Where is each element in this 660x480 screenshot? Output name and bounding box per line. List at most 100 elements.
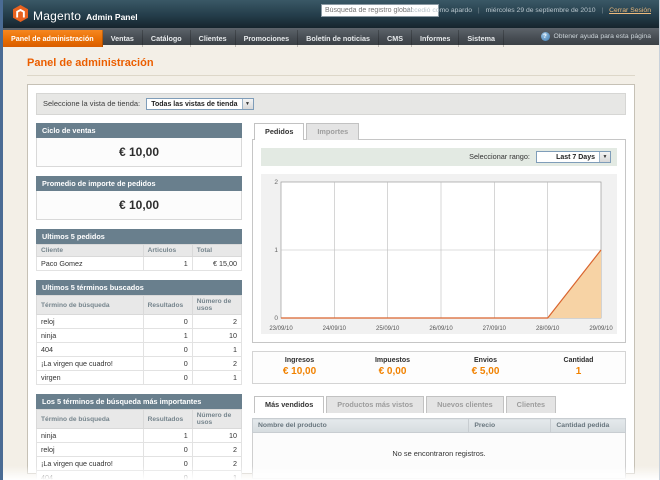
nav-item-3[interactable]: Clientes: [191, 30, 236, 47]
table-cell: 1: [191, 342, 243, 357]
table-cell: 1: [142, 328, 193, 343]
stat-label: Impuestos: [374, 357, 410, 364]
help-link[interactable]: ? Obtener ayuda para esta página: [540, 28, 651, 45]
nav-item-5[interactable]: Boletín de noticias: [298, 30, 380, 47]
logo-wordmark: Magento: [33, 9, 82, 23]
table-cell: 1: [142, 256, 193, 271]
svg-text:29/09/10: 29/09/10: [589, 326, 613, 332]
separator: [478, 7, 480, 14]
stat-label: Ingresos: [284, 357, 315, 364]
stat-2: Envios € 5,00: [439, 357, 532, 377]
last-search-terms-card: Ultimos 5 términos buscados Término de b…: [36, 280, 243, 385]
nav-item-4[interactable]: Promociones: [236, 30, 299, 47]
last-orders-card: Ultimos 5 pedidos Cliente Articulos Total …: [36, 229, 243, 271]
nav-item-0[interactable]: Panel de administración: [3, 30, 103, 47]
dashboard-main: Pedidos Importes Seleccionar rango: Last …: [251, 123, 626, 480]
nav-item-8[interactable]: Sistema: [459, 30, 504, 47]
svg-text:28/09/10: 28/09/10: [536, 326, 560, 332]
table-cell: 0: [142, 370, 193, 385]
store-switcher-label: Seleccione la vista de tienda:: [43, 98, 141, 108]
range-selector-bar: Seleccionar rango: Last 7 Days ▼: [261, 148, 617, 166]
bottom-tab-2[interactable]: Nuevos clientes: [426, 396, 504, 413]
table-row[interactable]: reloj 0 2: [36, 314, 243, 329]
svg-text:26/09/10: 26/09/10: [429, 326, 453, 332]
nav-item-1[interactable]: Ventas: [103, 30, 143, 47]
table-cell: 10: [191, 328, 243, 343]
table-cell: reloj: [36, 314, 144, 329]
table-row[interactable]: ¡La virgen que cuadro! 0 2: [36, 356, 243, 371]
svg-text:23/09/10: 23/09/10: [269, 326, 293, 332]
range-select-value: Last 7 Days: [556, 154, 595, 161]
table-row[interactable]: virgen 0 1: [36, 370, 243, 385]
table-cell: ninja: [36, 328, 144, 343]
range-select[interactable]: Last 7 Days ▼: [536, 151, 611, 163]
card-title: Ciclo de ventas: [36, 123, 242, 138]
table-row[interactable]: reloj 0 2: [36, 442, 243, 457]
stat-label: Cantidad: [563, 357, 594, 364]
card-title: Los 5 términos de búsqueda más important…: [36, 394, 242, 409]
dashboard-page: Panel de administración Seleccione la vi…: [3, 57, 659, 480]
stat-3: Cantidad 1: [532, 357, 625, 377]
bottom-tab-1[interactable]: Productos más vistos: [326, 396, 425, 413]
column-header: Resultados: [142, 295, 193, 315]
window-bottom-edge: [3, 466, 659, 480]
store-view-select[interactable]: Todas las vistas de tienda ▼: [146, 98, 254, 110]
column-header: Término de búsqueda: [36, 295, 144, 315]
svg-text:1: 1: [274, 247, 278, 254]
bottom-tab-0[interactable]: Más vendidos: [254, 396, 325, 413]
nav-item-2[interactable]: Catálogo: [143, 30, 191, 47]
svg-text:0: 0: [274, 315, 278, 322]
tab-1[interactable]: Importes: [306, 123, 360, 140]
stat-value: 1: [575, 366, 582, 377]
table-cell: 0: [142, 356, 193, 371]
svg-text:27/09/10: 27/09/10: [483, 326, 507, 332]
column-header: Número de usos: [191, 295, 243, 315]
header-user-info: Accedió como apardo miércoles 29 de sept…: [406, 7, 651, 14]
column-header: Cantidad pedida: [550, 418, 626, 433]
logout-link[interactable]: Cerrar Sesión: [609, 7, 651, 14]
card-title: Promedio de importe de pedidos: [36, 176, 242, 191]
page-title: Panel de administración: [27, 57, 635, 76]
average-orders-card: Promedio de importe de pedidos € 10,00: [36, 176, 242, 220]
magento-logo: Magento Admin Panel: [13, 5, 138, 27]
bottom-tab-3[interactable]: Clientes: [505, 396, 557, 413]
column-header: Término de búsqueda: [36, 409, 144, 429]
table-cell: ninja: [36, 428, 144, 443]
svg-text:2: 2: [274, 179, 278, 186]
average-orders-value: € 10,00: [36, 191, 242, 220]
column-header: Resultados: [142, 409, 193, 429]
table-cell: € 15,00: [191, 256, 243, 271]
separator: [601, 7, 603, 14]
nav-items: Panel de administración Ventas Catálogo Cli…: [3, 28, 504, 47]
stat-0: Ingresos € 10,00: [253, 357, 346, 377]
app-header: Magento Admin Panel Accedió como apardo …: [3, 0, 659, 28]
nav-item-7[interactable]: Informes: [412, 30, 460, 47]
table-cell: 2: [191, 442, 243, 457]
dashboard-content: Seleccione la vista de tienda: Todas las…: [27, 84, 635, 480]
table-cell: virgen: [36, 370, 144, 385]
nav-item-6[interactable]: CMS: [379, 30, 413, 47]
table-row[interactable]: ninja 1 10: [36, 428, 243, 443]
global-search-input[interactable]: [321, 4, 439, 17]
column-header: Número de usos: [191, 409, 243, 429]
stat-1: Impuestos € 0,00: [346, 357, 439, 377]
logged-in-as-text: Accedió como apardo: [406, 7, 473, 14]
card-title: Ultimos 5 términos buscados: [36, 280, 242, 295]
column-header: Precio: [468, 418, 552, 433]
stat-value: € 0,00: [378, 366, 407, 377]
store-view-select-value: Todas las vistas de tienda: [151, 101, 238, 108]
tab-0[interactable]: Pedidos: [254, 123, 305, 140]
table-row[interactable]: Paco Gomez 1 € 15,00: [36, 256, 243, 271]
table-row[interactable]: ninja 1 10: [36, 328, 243, 343]
table-cell: 0: [142, 314, 193, 329]
table-cell: 2: [191, 314, 243, 329]
chevron-down-icon: ▼: [599, 152, 610, 162]
lifetime-sales-value: € 10,00: [36, 138, 242, 167]
column-header: Nombre del producto: [251, 418, 470, 433]
column-header: Cliente: [36, 244, 144, 257]
orders-chart-svg: 0 1 2 23/09/10 24/09/10 25/09/10 26/09/10 27/09…: [261, 174, 617, 334]
store-switcher: Seleccione la vista de tienda: Todas las…: [36, 93, 626, 115]
stat-value: € 10,00: [282, 366, 317, 377]
